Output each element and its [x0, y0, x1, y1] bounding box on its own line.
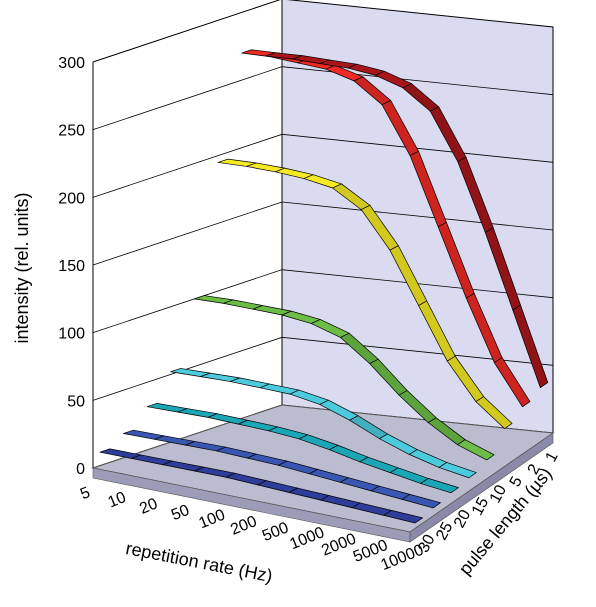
z-tick-label: 1: [542, 449, 561, 465]
series-20: [146, 403, 459, 494]
x-tick-label: 50: [169, 502, 192, 524]
y-tick-label: 100: [58, 326, 85, 343]
series-10: [194, 295, 495, 461]
x-axis-label: repetition rate (Hz): [124, 538, 274, 586]
x-tick-label: 20: [137, 495, 160, 517]
ribbon-segment: [420, 478, 459, 494]
series-1: [264, 52, 549, 389]
side-wall: [92, 0, 283, 469]
ribbon-segment: [401, 494, 441, 509]
z-tick-label: 10: [487, 482, 510, 506]
ribbon-segment: [457, 439, 495, 461]
y-axis-label: intensity (rel. units): [12, 192, 32, 343]
gridline: [92, 336, 554, 401]
gridline: [92, 201, 554, 266]
ribbon-segment: [438, 462, 477, 479]
series-15: [170, 368, 477, 479]
ribbon-segment: [383, 510, 424, 524]
x-tick-label: 5: [78, 484, 93, 503]
ribbon-segment: [494, 357, 531, 408]
x-tick-label: 200: [228, 513, 259, 539]
y-tick-label: 250: [58, 123, 85, 140]
series-25: [123, 429, 441, 509]
series-5: [217, 158, 513, 429]
z-tick-label: 20: [451, 507, 474, 531]
z-tick-label: 25: [433, 519, 456, 543]
series-30: [99, 448, 424, 524]
x-tick-label: 10: [106, 489, 129, 511]
ribbon-segment: [475, 396, 513, 429]
y-tick-label: 50: [67, 393, 85, 410]
chart-ribbons: [99, 49, 549, 524]
ribbon-segment: [512, 304, 549, 389]
chart-walls: [91, 0, 555, 543]
y-tick-label: 300: [58, 55, 85, 72]
y-tick-label: 0: [76, 461, 85, 478]
y-tick-label: 150: [58, 258, 85, 275]
z-tick-label: 15: [469, 495, 492, 519]
x-tick-label: 500: [260, 519, 291, 545]
gridline: [92, 66, 554, 131]
y-tick-label: 200: [58, 190, 85, 207]
z-tick-label: 30: [415, 532, 438, 556]
x-tick-label: 100: [197, 507, 228, 533]
floor-edge-side: [409, 432, 554, 543]
